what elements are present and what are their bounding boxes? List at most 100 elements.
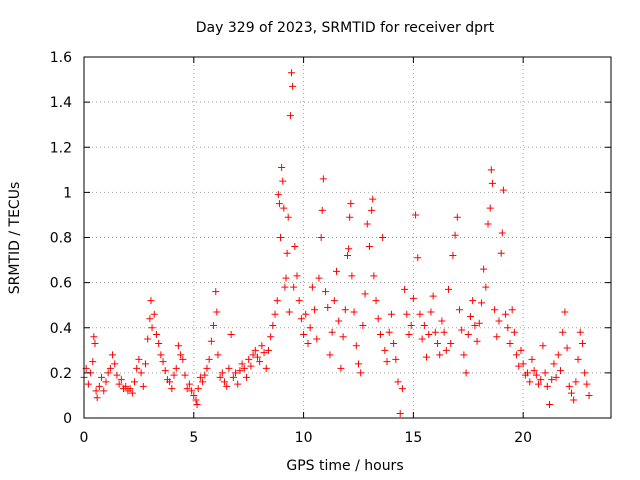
data-point bbox=[427, 308, 435, 316]
data-point bbox=[504, 324, 512, 332]
data-point bbox=[354, 360, 362, 368]
data-point bbox=[229, 373, 237, 381]
data-point bbox=[510, 328, 518, 336]
data-point bbox=[554, 351, 562, 359]
data-point bbox=[460, 351, 468, 359]
data-point bbox=[365, 243, 373, 251]
data-point bbox=[84, 380, 92, 388]
data-point bbox=[318, 206, 326, 214]
data-point bbox=[289, 82, 297, 90]
data-point bbox=[570, 396, 578, 404]
data-point bbox=[583, 380, 591, 388]
data-point bbox=[258, 342, 266, 350]
data-point bbox=[161, 367, 169, 375]
data-point bbox=[469, 297, 477, 305]
data-point bbox=[326, 351, 334, 359]
data-point bbox=[90, 333, 98, 341]
data-point bbox=[181, 371, 189, 379]
data-point bbox=[429, 292, 437, 300]
data-point bbox=[317, 234, 325, 241]
data-point bbox=[192, 396, 200, 404]
data-point bbox=[157, 351, 165, 359]
data-point bbox=[473, 337, 481, 345]
data-point bbox=[319, 175, 327, 183]
data-point bbox=[374, 315, 382, 323]
data-point bbox=[92, 387, 100, 395]
data-point bbox=[207, 337, 215, 345]
data-point bbox=[260, 349, 268, 357]
data-point bbox=[315, 274, 323, 282]
data-point bbox=[172, 364, 180, 372]
data-point bbox=[488, 179, 496, 187]
data-point bbox=[398, 385, 406, 393]
data-point bbox=[539, 342, 547, 350]
data-point bbox=[166, 378, 174, 386]
data-point bbox=[550, 360, 558, 368]
data-point bbox=[506, 340, 514, 348]
data-point bbox=[194, 385, 202, 393]
data-point bbox=[418, 335, 426, 343]
gridlines bbox=[84, 57, 611, 418]
data-point bbox=[407, 321, 415, 329]
data-point bbox=[344, 252, 351, 260]
y-tick-label: 1.2 bbox=[50, 140, 72, 156]
data-point bbox=[462, 369, 470, 377]
data-point bbox=[152, 331, 160, 339]
data-point bbox=[394, 378, 402, 386]
data-point bbox=[170, 371, 178, 379]
data-point bbox=[104, 369, 112, 377]
data-point bbox=[304, 340, 312, 348]
data-point bbox=[193, 400, 201, 408]
data-point bbox=[524, 369, 532, 377]
data-point bbox=[337, 364, 345, 372]
data-point bbox=[347, 200, 355, 208]
data-point bbox=[471, 321, 479, 329]
data-point bbox=[513, 351, 521, 359]
data-point bbox=[390, 340, 398, 348]
data-point bbox=[381, 346, 389, 354]
data-point bbox=[267, 333, 275, 341]
data-point bbox=[210, 321, 218, 329]
data-point bbox=[537, 376, 545, 384]
data-point bbox=[339, 333, 347, 341]
x-tick-label: 15 bbox=[404, 430, 422, 446]
data-point bbox=[115, 380, 123, 388]
data-point bbox=[273, 297, 281, 305]
data-point bbox=[225, 364, 233, 372]
data-point bbox=[436, 351, 444, 359]
data-point bbox=[561, 308, 569, 316]
y-tick-label: 1 bbox=[63, 185, 72, 201]
data-point bbox=[284, 213, 292, 221]
data-point bbox=[477, 299, 485, 307]
data-point bbox=[368, 206, 376, 214]
data-point bbox=[346, 213, 354, 221]
data-point bbox=[281, 283, 289, 291]
data-point bbox=[251, 346, 259, 354]
x-tick-label: 10 bbox=[295, 430, 313, 446]
data-point bbox=[183, 385, 191, 393]
data-point bbox=[279, 177, 287, 185]
data-point bbox=[300, 331, 308, 339]
data-point bbox=[141, 360, 149, 368]
data-point bbox=[420, 321, 428, 329]
data-point bbox=[359, 321, 367, 329]
data-point bbox=[480, 265, 488, 273]
data-point bbox=[236, 367, 244, 375]
data-point bbox=[155, 340, 163, 348]
data-point bbox=[499, 186, 507, 194]
data-point bbox=[405, 331, 413, 339]
data-point bbox=[451, 231, 459, 239]
data-point bbox=[293, 272, 301, 280]
y-tick-label: 0.2 bbox=[50, 366, 72, 382]
data-point bbox=[285, 308, 293, 316]
data-point bbox=[328, 328, 336, 336]
data-point bbox=[216, 373, 224, 381]
data-point bbox=[363, 220, 371, 228]
data-point bbox=[311, 306, 319, 314]
data-point bbox=[238, 360, 246, 368]
data-point bbox=[341, 306, 349, 314]
y-tick-label: 0 bbox=[63, 411, 72, 427]
data-point bbox=[322, 288, 330, 296]
data-point bbox=[392, 355, 400, 363]
data-point bbox=[528, 355, 536, 363]
